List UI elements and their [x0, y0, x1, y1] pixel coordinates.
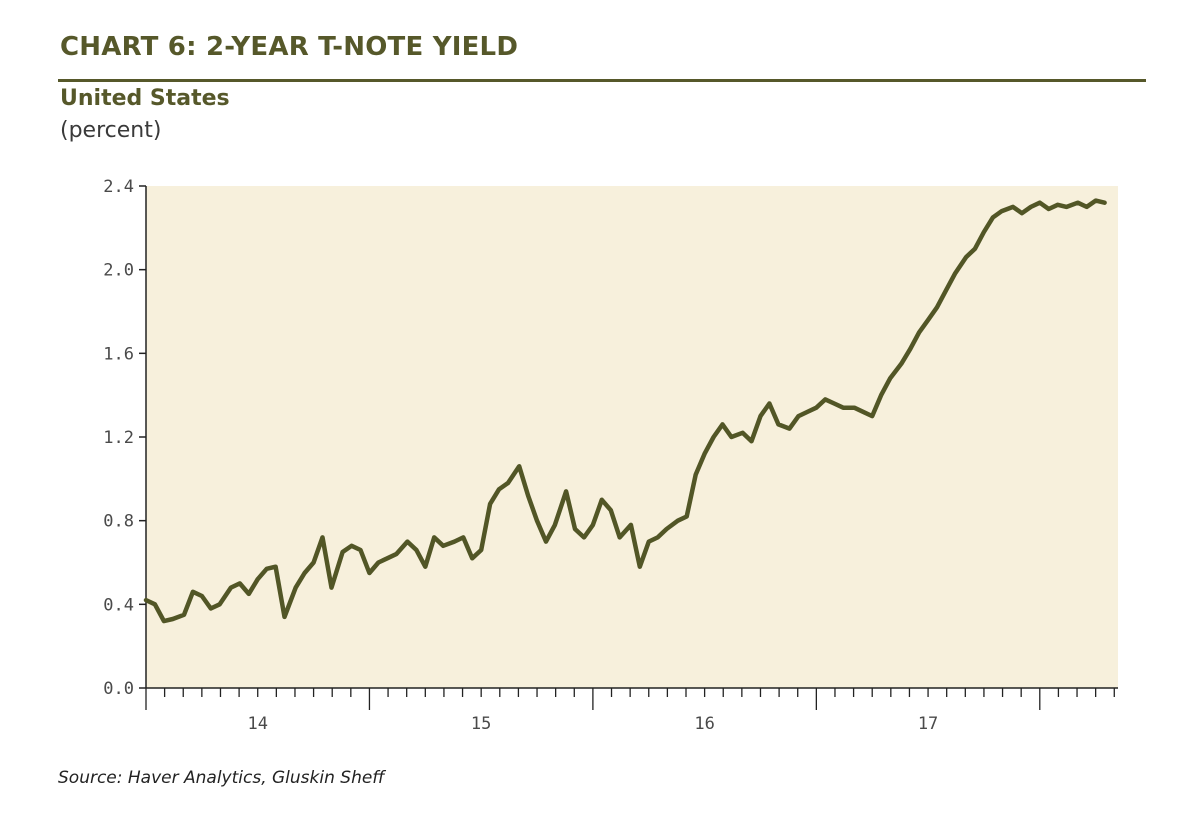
y-tick-label: 2.4: [103, 177, 134, 197]
series-layer: [143, 198, 1107, 624]
y-axis: 0.0 0.4 0.8 1.2 1.6 2.0 2.4: [103, 177, 147, 699]
title-divider: [58, 79, 1146, 82]
x-tick-label: 15: [471, 714, 491, 734]
x-tick-label: 16: [694, 714, 714, 734]
y-tick-label: 0.0: [103, 679, 134, 699]
chart-title: CHART 6: 2-YEAR T-NOTE YIELD: [60, 32, 519, 62]
x-tick-label: 14: [247, 714, 267, 734]
x-axis: 14 15 16 17: [145, 687, 1118, 734]
y-tick-label: 0.8: [103, 512, 134, 532]
series-line-0: [143, 198, 1107, 624]
line-chart: 0.0 0.4 0.8 1.2 1.6 2.0 2.4 14 15 16 17: [103, 177, 1118, 734]
y-tick-label: 0.4: [103, 595, 134, 615]
y-tick-label: 1.6: [103, 344, 134, 364]
y-tick-label: 2.0: [103, 261, 134, 281]
unit-label: (percent): [60, 118, 162, 143]
source-note: Source: Haver Analytics, Gluskin Sheff: [58, 768, 385, 788]
chart-subtitle: United States: [60, 86, 230, 111]
x-tick-label: 17: [918, 714, 938, 734]
plot-area: [146, 186, 1118, 688]
y-tick-label: 1.2: [103, 428, 134, 448]
